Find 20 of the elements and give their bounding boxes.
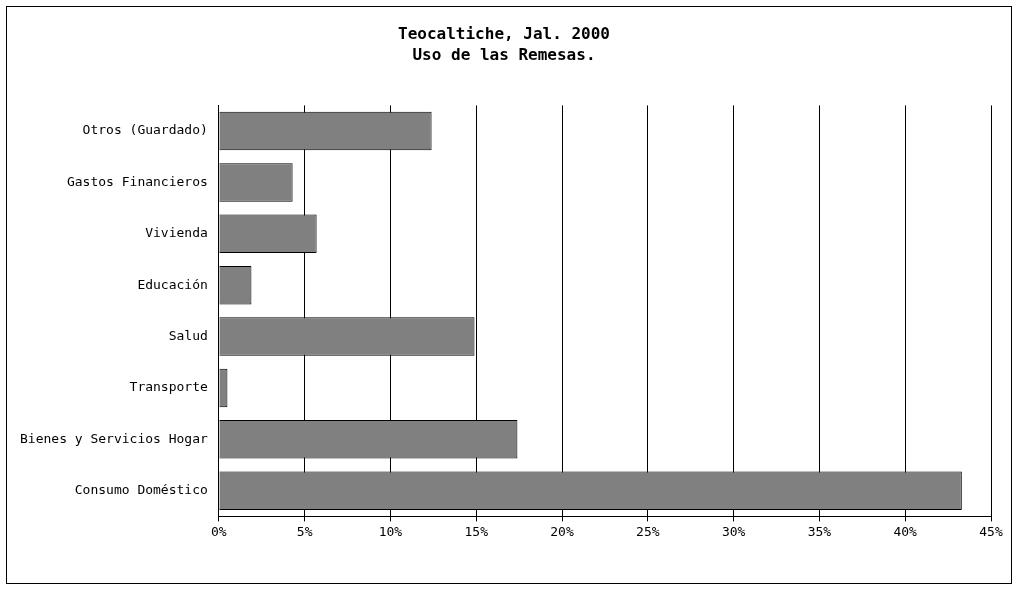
y-tick-label: Otros (Guardado): [82, 122, 208, 138]
y-tick-label: Bienes y Servicios Hogar: [20, 430, 209, 446]
y-tick-label: Educación: [137, 276, 208, 292]
x-tick-label: 35%: [807, 523, 832, 539]
y-tick-label: Vivienda: [145, 225, 208, 241]
chart-title: Teocaltiche, Jal. 2000: [398, 23, 610, 43]
x-tick-label: 30%: [721, 523, 746, 539]
x-tick-label: 25%: [636, 523, 660, 539]
x-tick-label: 40%: [893, 523, 918, 539]
y-tick-label: Transporte: [129, 379, 208, 395]
x-tick-label: 45%: [979, 523, 1003, 539]
x-tick-label: 0%: [211, 523, 227, 539]
x-tick-label: 20%: [550, 523, 574, 539]
chart-subtitle: Uso de las Remesas.: [412, 44, 596, 64]
y-tick-label: Gastos Financieros: [66, 173, 208, 189]
x-tick-label: 5%: [296, 523, 313, 539]
x-tick-label: 15%: [464, 523, 489, 539]
y-tick-label: Salud: [168, 327, 208, 343]
x-tick-label: 10%: [378, 523, 403, 539]
y-tick-label: Consumo Doméstico: [74, 482, 208, 498]
